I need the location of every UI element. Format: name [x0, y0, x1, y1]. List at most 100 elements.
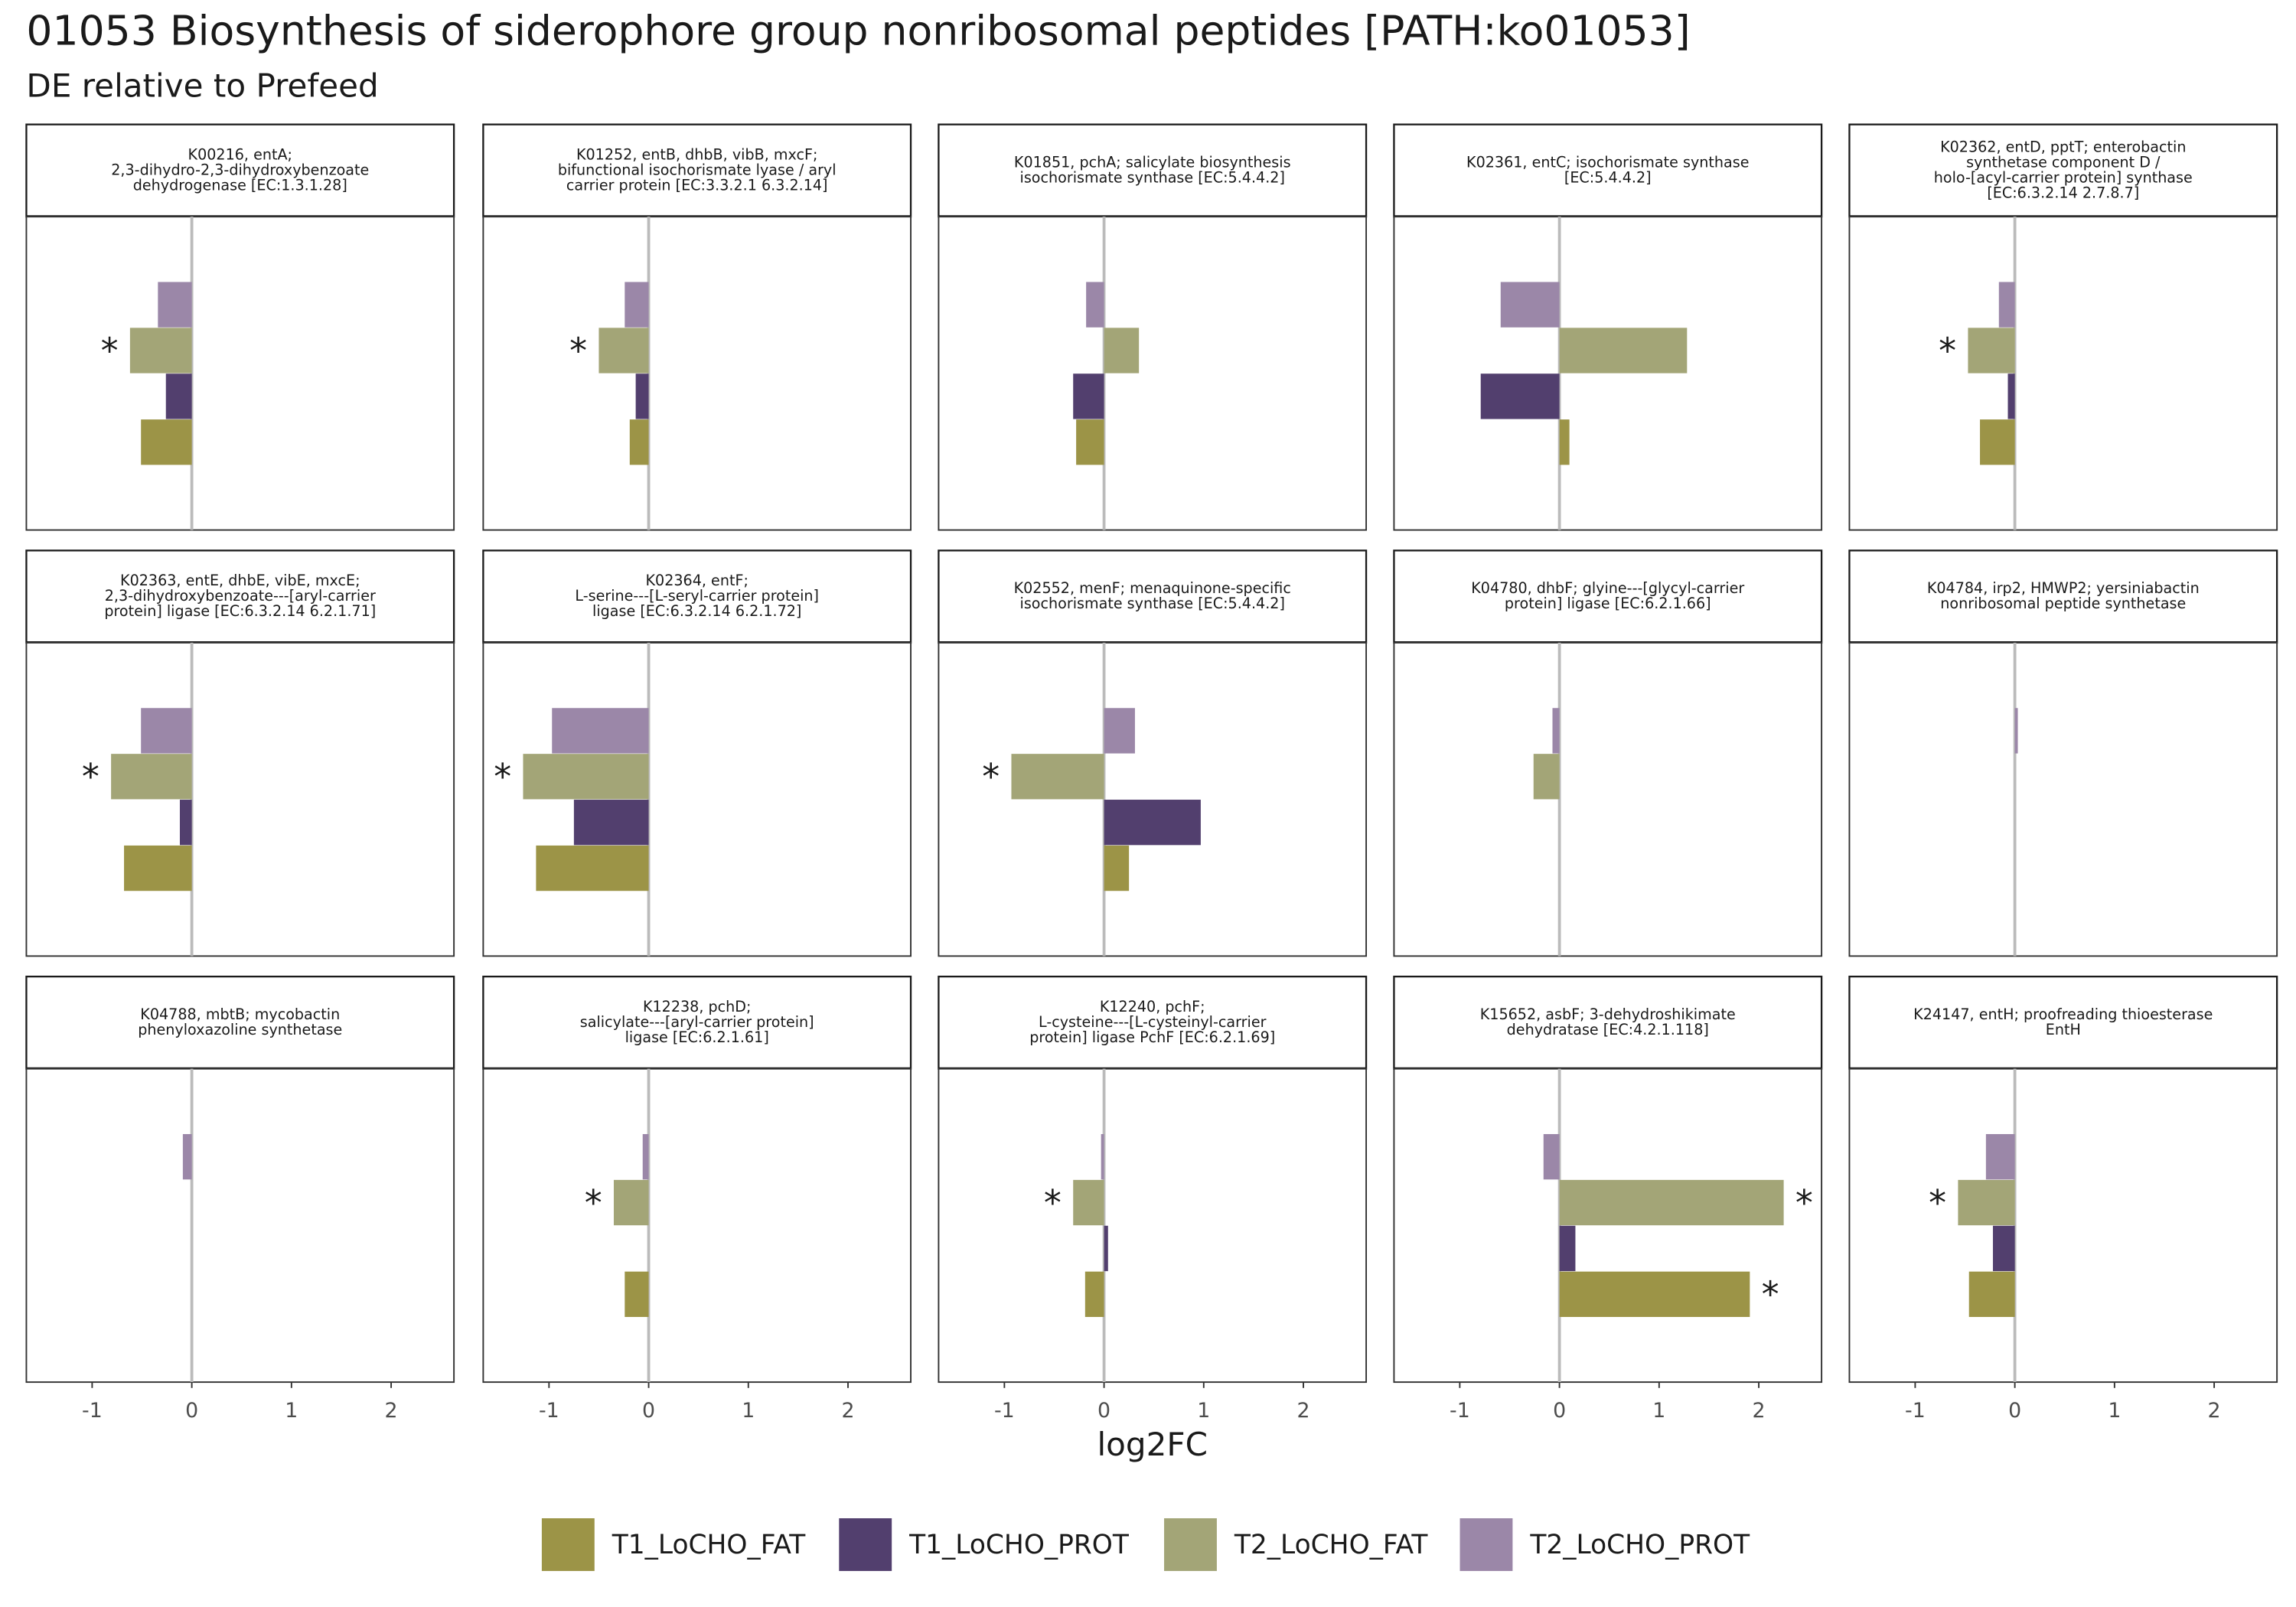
x-tick-label: 1	[285, 1399, 298, 1423]
facet-title: 2,3-dihydro-2,3-dihydroxybenzoate	[111, 161, 369, 178]
significance-label: *	[494, 756, 511, 797]
significance-label: *	[569, 330, 587, 371]
bar	[1104, 1225, 1108, 1272]
legend-swatch	[541, 1518, 595, 1571]
facet-title: K04784, irp2, HMWP2; yersiniabactin	[1927, 579, 2200, 597]
facet-title: K02552, menF; menaquinone-specific	[1014, 579, 1291, 597]
facet-strip	[1848, 123, 2278, 218]
significance-label: *	[1044, 1182, 1062, 1224]
panel	[482, 216, 912, 531]
bar	[1543, 1134, 1560, 1180]
facet-title: K12238, pchD;	[643, 998, 751, 1015]
facet-strip	[1848, 549, 2278, 644]
facet-strip	[1393, 976, 1823, 1070]
panel	[1393, 216, 1823, 531]
facet-title: K01851, pchA; salicylate biosynthesis	[1014, 153, 1291, 171]
panel	[1848, 1068, 2278, 1384]
bar	[1559, 1271, 1750, 1317]
bar	[2014, 708, 2018, 754]
facet-title: bifunctional isochorismate lyase / aryl	[558, 161, 837, 178]
facet-title: dehydratase [EC:4.2.1.118]	[1507, 1021, 1709, 1038]
bar	[635, 373, 649, 419]
panel	[938, 1068, 1368, 1384]
facet-strip	[1848, 976, 2278, 1070]
significance-label: *	[1795, 1182, 1813, 1224]
significance-label: *	[585, 1182, 602, 1224]
facet-title: 2,3-dihydroxybenzoate---[aryl-carrier	[105, 587, 376, 605]
facet-title: [EC:6.3.2.14 2.7.8.7]	[1987, 184, 2139, 202]
panel	[1848, 216, 2278, 531]
bar	[552, 708, 649, 754]
facet-strip	[482, 549, 912, 644]
facet-title: K01252, entB, dhbB, vibB, mxcF;	[576, 145, 818, 163]
bar	[1559, 419, 1570, 465]
x-tick-label: 1	[1652, 1399, 1665, 1423]
bar	[1980, 419, 2015, 465]
bar	[1968, 328, 2015, 373]
bar	[1559, 328, 1688, 373]
bar	[1104, 845, 1130, 892]
x-tick-label: 0	[1097, 1399, 1110, 1423]
bar	[573, 800, 649, 846]
facet-title: K24147, entH; proofreading thioesterase	[1913, 1006, 2213, 1023]
legend-label: T2_LoCHO_PROT	[1529, 1530, 1750, 1560]
bar	[1076, 419, 1104, 465]
bar	[629, 419, 649, 465]
facet-title: isochorismate synthase [EC:5.4.4.2]	[1020, 595, 1285, 612]
facet-title: carrier protein [EC:3.3.2.1 6.3.2.14]	[566, 176, 828, 194]
bar	[111, 754, 192, 800]
facet-strip	[938, 976, 1368, 1070]
x-axis-label: log2FC	[1097, 1426, 1208, 1463]
facet-title: synthetase component D /	[1966, 153, 2161, 171]
significance-label: *	[1939, 330, 1956, 371]
bar	[1480, 373, 1560, 419]
bar	[141, 708, 192, 754]
legend-swatch	[1459, 1518, 1513, 1571]
bar	[625, 282, 649, 328]
bar	[625, 1271, 649, 1317]
x-tick-label: 2	[1297, 1399, 1310, 1423]
facet-title: dehydrogenase [EC:1.3.1.28]	[133, 176, 347, 194]
facet-strip	[1393, 549, 1823, 644]
bar	[141, 419, 192, 465]
x-tick-label: 1	[1197, 1399, 1210, 1423]
legend-swatch	[839, 1518, 892, 1571]
x-tick-label: 0	[2008, 1399, 2021, 1423]
facet-title: protein] ligase [EC:6.2.1.66]	[1505, 595, 1711, 612]
bar	[1992, 1225, 2015, 1272]
x-tick-label: -1	[539, 1399, 559, 1423]
facet-title: protein] ligase PchF [EC:6.2.1.69]	[1029, 1028, 1275, 1046]
panel	[25, 1068, 455, 1384]
facet-strip	[25, 976, 455, 1070]
significance-label: *	[82, 756, 99, 797]
bar	[1086, 282, 1104, 328]
facet-strip	[482, 976, 912, 1070]
facet-title: K15652, asbF; 3-dehydroshikimate	[1480, 1006, 1736, 1023]
facet-title: L-serine---[L-seryl-carrier protein]	[575, 587, 819, 605]
bar	[1104, 328, 1140, 373]
facet-title: EntH	[2046, 1021, 2081, 1038]
facet-title: K12240, pchF;	[1100, 998, 1205, 1015]
facet-title: L-cysteine---[L-cysteinyl-carrier	[1039, 1013, 1267, 1031]
bar	[165, 373, 192, 419]
bar	[158, 282, 192, 328]
x-tick-label: 0	[1553, 1399, 1566, 1423]
bar	[536, 845, 649, 892]
facet-title: protein] ligase [EC:6.3.2.14 6.2.1.71]	[104, 602, 376, 620]
bar	[179, 800, 192, 846]
facet-title: K00216, entA;	[188, 145, 292, 163]
facet-title: isochorismate synthase [EC:5.4.4.2]	[1020, 168, 1285, 186]
facet-title: nonribosomal peptide synthetase	[1940, 595, 2186, 612]
facet-strip	[25, 549, 455, 644]
x-tick-label: 1	[2108, 1399, 2121, 1423]
facet-strip	[25, 123, 455, 218]
legend-swatch	[1164, 1518, 1217, 1571]
bar	[1500, 282, 1560, 328]
bar	[1073, 1179, 1104, 1226]
x-tick-label: 2	[841, 1399, 854, 1423]
facet-title: holo-[acyl-carrier protein] synthase	[1934, 168, 2193, 186]
panel	[938, 641, 1368, 957]
panel	[1393, 1068, 1823, 1384]
